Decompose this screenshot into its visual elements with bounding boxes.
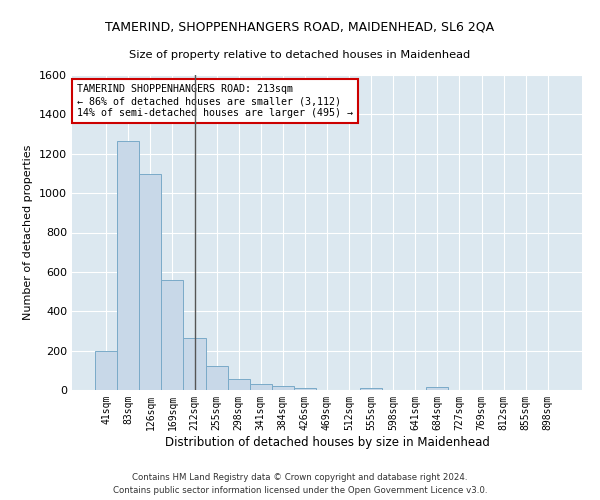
Bar [139, 174, 161, 390]
Text: Contains HM Land Registry data © Crown copyright and database right 2024.: Contains HM Land Registry data © Crown c… [132, 472, 468, 482]
Bar [184, 338, 206, 390]
Bar [272, 386, 294, 390]
Bar [250, 384, 272, 390]
Y-axis label: Number of detached properties: Number of detached properties [23, 145, 34, 320]
Bar [117, 141, 139, 390]
Text: Contains public sector information licensed under the Open Government Licence v3: Contains public sector information licen… [113, 486, 487, 495]
X-axis label: Distribution of detached houses by size in Maidenhead: Distribution of detached houses by size … [164, 436, 490, 448]
Text: Size of property relative to detached houses in Maidenhead: Size of property relative to detached ho… [130, 50, 470, 60]
Bar [161, 280, 184, 390]
Bar [227, 378, 250, 390]
Text: TAMERIND, SHOPPENHANGERS ROAD, MAIDENHEAD, SL6 2QA: TAMERIND, SHOPPENHANGERS ROAD, MAIDENHEA… [106, 20, 494, 33]
Bar [206, 366, 227, 390]
Bar [427, 386, 448, 390]
Bar [360, 388, 382, 390]
Text: TAMERIND SHOPPENHANGERS ROAD: 213sqm
← 86% of detached houses are smaller (3,112: TAMERIND SHOPPENHANGERS ROAD: 213sqm ← 8… [77, 84, 353, 117]
Bar [95, 350, 117, 390]
Bar [294, 388, 316, 390]
